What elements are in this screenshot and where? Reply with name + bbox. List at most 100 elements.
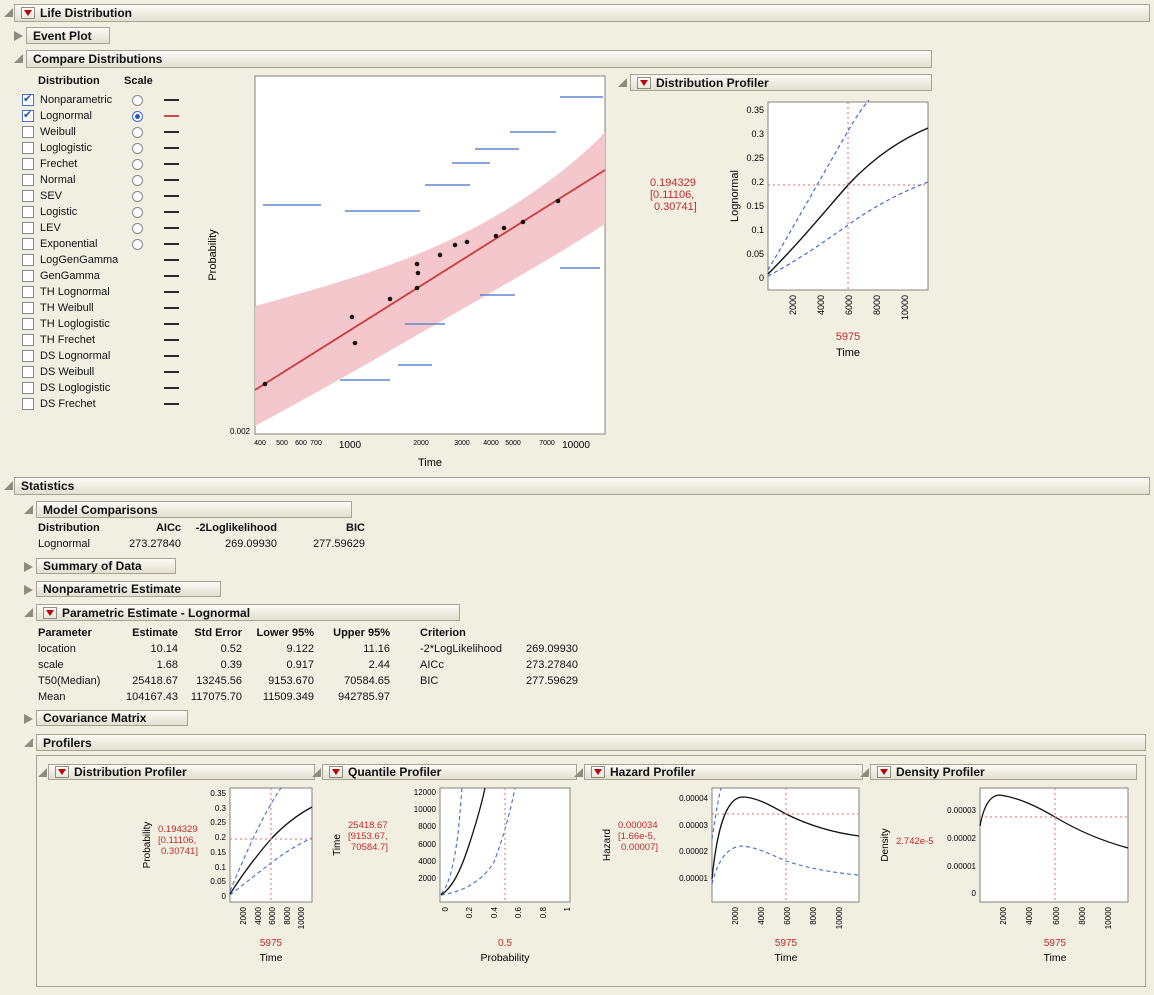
cell-estimate: 25418.67 xyxy=(132,675,178,687)
outline-bar-nonparametric-estimate[interactable]: Nonparametric Estimate xyxy=(36,581,221,597)
tick-label: 4000 xyxy=(1025,906,1034,924)
table-row: T50(Median) 25418.67 13245.56 9153.670 7… xyxy=(38,673,578,689)
estimate-curve xyxy=(440,787,486,896)
y-tick-labels: 0.35 0.3 0.25 0.2 0.15 0.1 0.05 0 xyxy=(210,789,226,901)
distribution-checkbox[interactable] xyxy=(22,254,34,266)
red-triangle-menu-icon[interactable] xyxy=(877,766,891,778)
outline-bar-distribution-profiler-small[interactable]: Distribution Profiler xyxy=(48,764,315,780)
distribution-checkbox[interactable] xyxy=(22,334,34,346)
disclosure-triangle[interactable] xyxy=(24,608,33,617)
scale-radio[interactable] xyxy=(131,174,143,186)
disclosure-triangle[interactable] xyxy=(24,562,33,572)
density-profiler-plot: Density 2.742e-5 0.000030.000020.000010 … xyxy=(880,787,1129,964)
tick-label: 500 xyxy=(276,440,288,447)
distribution-checkbox[interactable] xyxy=(22,398,34,410)
disclosure-triangle[interactable] xyxy=(860,768,869,777)
header-std-error: Std Error xyxy=(194,627,242,639)
distribution-checkbox[interactable] xyxy=(22,126,34,138)
cell-criterion: -2*LogLikelihood xyxy=(420,643,502,655)
disclosure-triangle[interactable] xyxy=(24,714,33,724)
disclosure-triangle[interactable] xyxy=(24,505,33,514)
scale-radio[interactable] xyxy=(131,94,143,106)
scale-radio[interactable] xyxy=(131,142,143,154)
outline-bar-compare-distributions[interactable]: Compare Distributions xyxy=(26,50,932,68)
distribution-checkbox[interactable] xyxy=(22,238,34,250)
upper-ci-curve xyxy=(440,787,463,895)
outline-bar-model-comparisons[interactable]: Model Comparisons xyxy=(36,501,352,518)
outline-bar-quantile-profiler[interactable]: Quantile Profiler xyxy=(322,764,577,780)
disclosure-triangle[interactable] xyxy=(24,738,33,747)
distribution-row: DS Weibull xyxy=(22,364,179,380)
svg-text:[9153.67,: [9153.67, xyxy=(348,831,388,842)
distribution-checkbox[interactable] xyxy=(22,382,34,394)
distribution-checkbox[interactable] xyxy=(22,286,34,298)
scale-radio[interactable] xyxy=(131,110,143,122)
tick-label: 400 xyxy=(254,440,266,447)
red-triangle-menu-icon[interactable] xyxy=(43,606,57,619)
section-title: Distribution Profiler xyxy=(74,765,187,779)
tick-label: 0.00002 xyxy=(679,847,708,856)
outline-bar-summary-of-data[interactable]: Summary of Data xyxy=(36,558,176,574)
distribution-row: Weibull xyxy=(22,124,179,140)
scale-radio[interactable] xyxy=(131,238,143,250)
distribution-checkbox[interactable] xyxy=(22,270,34,282)
tick-label: 6000 xyxy=(418,840,436,849)
distribution-checkbox[interactable] xyxy=(22,158,34,170)
disclosure-triangle[interactable] xyxy=(4,481,13,490)
disclosure-triangle[interactable] xyxy=(312,768,321,777)
distribution-profiler-plot: 0.194329 [0.11106, 0.30741] Lognormal 0.… xyxy=(650,99,929,359)
distribution-checkbox[interactable] xyxy=(22,366,34,378)
distribution-label: SEV xyxy=(40,190,63,202)
disclosure-triangle[interactable] xyxy=(24,585,33,595)
y-axis-label: Density xyxy=(880,828,891,861)
outline-bar-event-plot[interactable]: Event Plot xyxy=(26,27,110,44)
scale-radio[interactable] xyxy=(131,190,143,202)
distribution-checkbox[interactable] xyxy=(22,190,34,202)
tick-label: 0.1 xyxy=(215,863,227,872)
tick-label: 0.3 xyxy=(215,804,227,813)
disclosure-triangle[interactable] xyxy=(14,54,23,63)
distribution-checkbox[interactable] xyxy=(22,318,34,330)
disclosure-triangle[interactable] xyxy=(38,768,47,777)
outline-bar-statistics[interactable]: Statistics xyxy=(14,477,1150,495)
x-tick-labels: 2000 4000 6000 8000 10000 xyxy=(239,906,306,929)
outline-bar-life-distribution[interactable]: Life Distribution xyxy=(14,4,1150,22)
distribution-checkbox[interactable] xyxy=(22,108,34,122)
disclosure-triangle[interactable] xyxy=(618,78,627,87)
distribution-label: TH Weibull xyxy=(40,302,94,314)
outline-bar-parametric-estimate[interactable]: Parametric Estimate - Lognormal xyxy=(36,604,460,621)
distribution-line-swatch xyxy=(164,291,179,293)
red-triangle-menu-icon[interactable] xyxy=(637,76,651,89)
distribution-checkbox[interactable] xyxy=(22,174,34,186)
red-triangle-menu-icon[interactable] xyxy=(591,766,605,778)
red-triangle-menu-icon[interactable] xyxy=(21,7,35,19)
scale-radio[interactable] xyxy=(131,158,143,170)
distribution-checkbox[interactable] xyxy=(22,142,34,154)
x-axis-label: Time xyxy=(1044,952,1067,964)
outline-bar-profilers[interactable]: Profilers xyxy=(36,734,1146,751)
disclosure-triangle[interactable] xyxy=(4,8,13,17)
section-title: Summary of Data xyxy=(43,559,142,573)
scale-radio[interactable] xyxy=(131,222,143,234)
svg-text:0.194329: 0.194329 xyxy=(650,177,696,189)
distribution-checkbox[interactable] xyxy=(22,206,34,218)
outline-bar-density-profiler[interactable]: Density Profiler xyxy=(870,764,1137,780)
red-triangle-menu-icon[interactable] xyxy=(329,766,343,778)
distribution-checkbox[interactable] xyxy=(22,350,34,362)
disclosure-triangle[interactable] xyxy=(574,768,583,777)
outline-bar-covariance-matrix[interactable]: Covariance Matrix xyxy=(36,710,188,726)
distribution-checkbox[interactable] xyxy=(22,92,34,106)
distribution-label: Frechet xyxy=(40,158,78,170)
distribution-row: Loglogistic xyxy=(22,140,179,156)
red-triangle-menu-icon[interactable] xyxy=(55,766,69,778)
distribution-label: LogGenGamma xyxy=(40,254,119,266)
distribution-checkbox[interactable] xyxy=(22,222,34,234)
distribution-checkbox[interactable] xyxy=(22,302,34,314)
distribution-line-swatch xyxy=(164,259,179,261)
scale-radio[interactable] xyxy=(131,126,143,138)
disclosure-triangle[interactable] xyxy=(14,31,23,41)
outline-bar-distribution-profiler[interactable]: Distribution Profiler xyxy=(630,74,932,91)
distribution-line-swatch xyxy=(164,227,179,229)
outline-bar-hazard-profiler[interactable]: Hazard Profiler xyxy=(584,764,863,780)
scale-radio[interactable] xyxy=(131,206,143,218)
